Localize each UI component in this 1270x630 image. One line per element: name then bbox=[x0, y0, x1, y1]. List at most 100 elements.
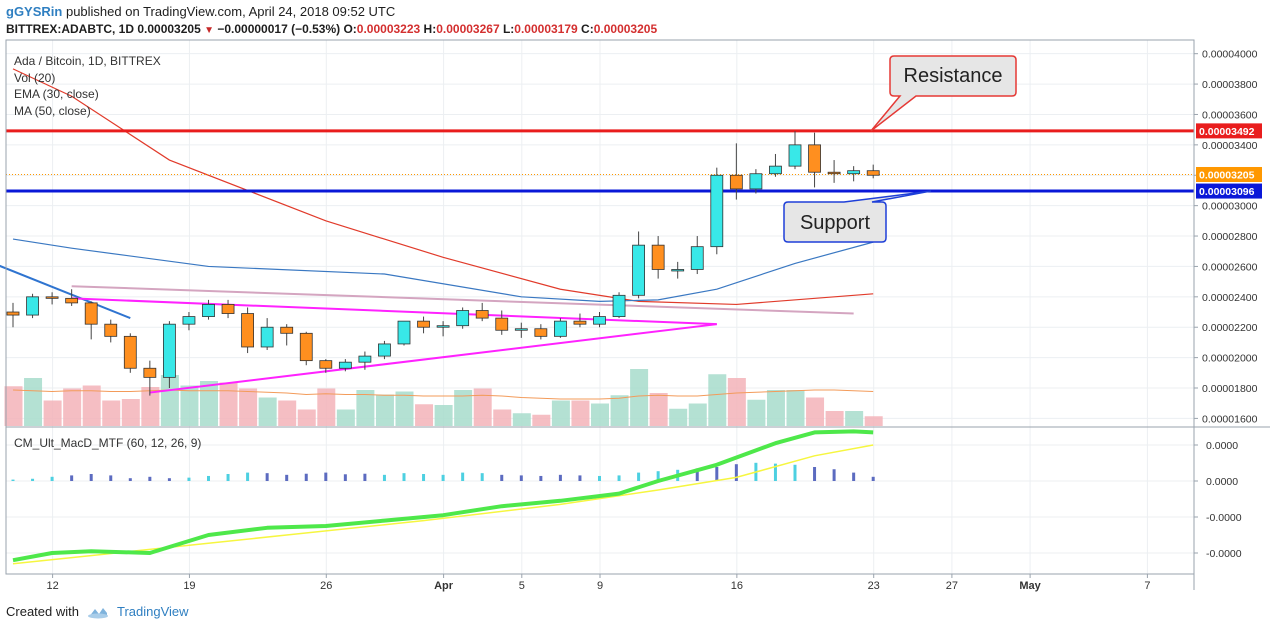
time-tick-label: 12 bbox=[46, 580, 58, 592]
candle-body bbox=[456, 310, 470, 327]
candle bbox=[123, 333, 137, 373]
macd-histogram-bar bbox=[500, 474, 504, 481]
macd-histogram-bar bbox=[11, 479, 15, 481]
volume-bar bbox=[845, 411, 864, 426]
price-change: −0.00000017 (−0.53%) bbox=[217, 22, 341, 36]
volume-bar bbox=[825, 411, 844, 426]
macd-legend: CM_Ult_MacD_MTF (60, 12, 26, 9) bbox=[14, 436, 201, 450]
candle-body bbox=[338, 361, 352, 369]
candle bbox=[45, 292, 59, 305]
candle-body bbox=[827, 171, 841, 175]
price-tick-label: 0.00003600 bbox=[1202, 109, 1258, 121]
volume-bar bbox=[415, 404, 434, 426]
price-tick-label: 0.00004000 bbox=[1202, 49, 1258, 61]
candle bbox=[202, 299, 215, 320]
macd-histogram-bar bbox=[324, 472, 328, 481]
candle-body bbox=[378, 343, 391, 357]
candle bbox=[475, 302, 489, 322]
candle-body bbox=[162, 323, 176, 378]
ma50-line bbox=[12, 68, 874, 306]
candle bbox=[710, 167, 724, 255]
candle-body bbox=[866, 170, 880, 176]
price-tick-label: 0.00003000 bbox=[1202, 201, 1258, 213]
macd-histogram-bar bbox=[187, 477, 191, 481]
macd-histogram-bar bbox=[637, 472, 641, 481]
volume-bar bbox=[727, 378, 746, 426]
volume-bar bbox=[82, 385, 101, 426]
volume-bar bbox=[336, 409, 355, 426]
volume-bar bbox=[356, 390, 375, 426]
candle bbox=[632, 231, 645, 299]
candle bbox=[573, 313, 587, 328]
volume-bar bbox=[395, 391, 414, 426]
price-axis: 0.00001600 0.00001800 0.00002000 0.00002200… bbox=[1194, 49, 1258, 425]
macd-histogram-bar bbox=[31, 478, 35, 481]
candle bbox=[866, 164, 880, 179]
macd-histogram-bar bbox=[265, 473, 269, 481]
legend-ma: MA (50, close) bbox=[14, 104, 91, 118]
macd-histogram-bar bbox=[441, 474, 445, 481]
macd-histogram-bar bbox=[578, 475, 582, 481]
candle-body bbox=[690, 246, 704, 270]
candle bbox=[358, 351, 372, 370]
volume-bar bbox=[806, 397, 825, 426]
macd-histogram-bar bbox=[558, 474, 562, 481]
macd-histogram-bar bbox=[226, 474, 230, 481]
candle bbox=[319, 359, 333, 373]
macd-axis: 0.0000 0.0000 -0.0000 -0.0000 bbox=[1194, 440, 1242, 560]
candle-body bbox=[475, 310, 489, 319]
price-tick-label: 0.00001600 bbox=[1202, 413, 1258, 425]
tradingview-logo-icon[interactable] bbox=[87, 605, 109, 619]
candle-body bbox=[769, 165, 782, 175]
price-tick-label: 0.00002200 bbox=[1202, 322, 1258, 334]
author-name[interactable]: gGYSRin bbox=[6, 4, 63, 19]
candle bbox=[84, 301, 98, 340]
candle bbox=[495, 310, 509, 335]
candle bbox=[749, 169, 763, 194]
volume-bar bbox=[160, 375, 179, 426]
ema30-line bbox=[12, 238, 874, 302]
volume-bar bbox=[630, 369, 649, 426]
volume-bar bbox=[43, 400, 62, 426]
candle-body bbox=[45, 296, 59, 299]
macd-tick-label: 0.0000 bbox=[1206, 476, 1238, 488]
trendline bbox=[149, 323, 717, 394]
volume-bar bbox=[375, 394, 394, 426]
price-tag-background bbox=[1196, 123, 1262, 139]
price-tag-background bbox=[1196, 166, 1262, 182]
volume-bar bbox=[454, 390, 473, 426]
candle-body bbox=[554, 320, 567, 337]
candle-body bbox=[612, 294, 626, 317]
macd-histogram-bar bbox=[461, 472, 465, 481]
volume-bar bbox=[141, 387, 160, 426]
volume-bar bbox=[102, 400, 121, 426]
macd-histogram-bar bbox=[285, 474, 289, 481]
publish-info: gGYSRin published on TradingView.com, Ap… bbox=[6, 4, 395, 19]
macd-histogram-bar bbox=[715, 467, 719, 481]
candle bbox=[769, 153, 782, 177]
volume-bar bbox=[551, 400, 570, 426]
price-tick-label: 0.00002000 bbox=[1202, 353, 1258, 365]
high-value: 0.00003267 bbox=[436, 22, 500, 36]
volume-bar bbox=[669, 408, 688, 426]
footer: Created with TradingView bbox=[6, 604, 189, 619]
price-tag-label: 0.00003492 bbox=[1199, 126, 1255, 138]
down-triangle-icon: ▼ bbox=[204, 25, 214, 36]
candle bbox=[593, 312, 606, 328]
candle bbox=[221, 299, 235, 319]
price-chart[interactable]: ResistanceSupport0.000016000.000018000.0… bbox=[0, 0, 1270, 600]
volume-bar bbox=[786, 390, 805, 426]
candle bbox=[690, 236, 704, 275]
high-label: H: bbox=[423, 22, 437, 36]
candle bbox=[456, 307, 470, 329]
volume-bar bbox=[688, 403, 707, 426]
candle-body bbox=[788, 144, 802, 167]
candle-body bbox=[358, 355, 372, 363]
macd-histogram-bar bbox=[656, 471, 660, 481]
macd-histogram-bar bbox=[207, 475, 210, 481]
candle bbox=[241, 307, 255, 354]
tradingview-link[interactable]: TradingView bbox=[116, 604, 189, 619]
macd-histogram-bar bbox=[343, 474, 347, 481]
trendline bbox=[71, 285, 854, 315]
candle-body bbox=[182, 316, 196, 325]
